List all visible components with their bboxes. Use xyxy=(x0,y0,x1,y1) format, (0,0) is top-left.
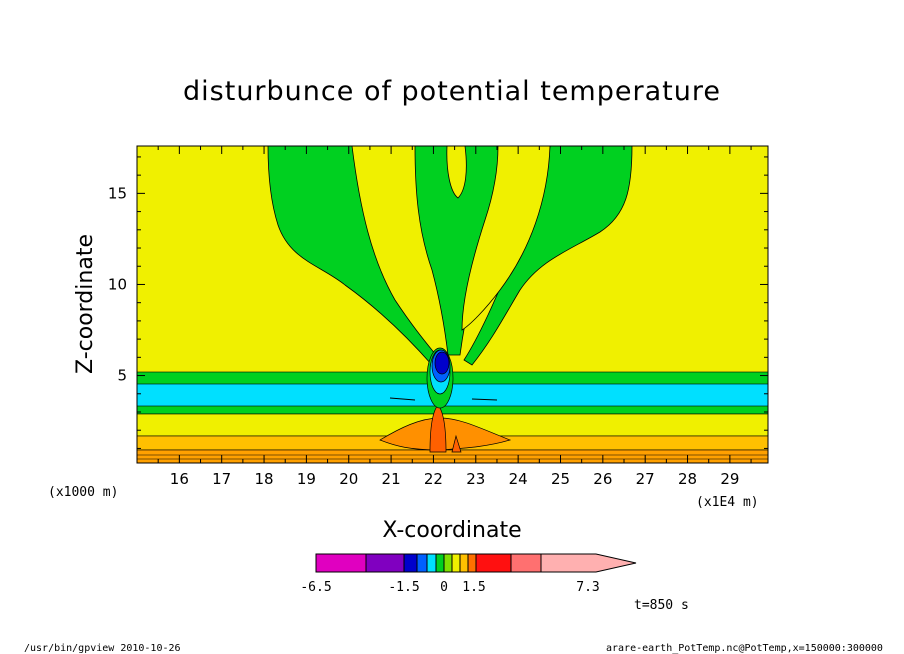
y-axis-unit: (x1000 m) xyxy=(48,485,118,500)
contour-field xyxy=(137,146,768,463)
colorbar-segment xyxy=(365,553,405,573)
y-tick-label: 10 xyxy=(108,275,127,293)
x-tick-label: 22 xyxy=(424,470,443,488)
contour-wisp-right xyxy=(471,398,498,401)
contour-core-blue xyxy=(434,351,450,375)
colorbar-segment xyxy=(510,553,542,573)
contour-disturbance-side xyxy=(451,434,462,453)
x-tick-label: 29 xyxy=(720,470,739,488)
time-label: t=850 s xyxy=(634,598,689,613)
colorbar-segment xyxy=(451,553,461,573)
contour-hole-center xyxy=(446,146,467,199)
colorbar xyxy=(315,553,637,573)
y-tick-label: 5 xyxy=(117,367,127,385)
x-tick-label: 24 xyxy=(509,470,528,488)
colorbar-ticks: -6.5 -1.5 0 1.5 7.3 xyxy=(300,580,599,595)
x-axis-title: X-coordinate xyxy=(382,518,521,543)
x-tick-label: 20 xyxy=(339,470,358,488)
colorbar-segment xyxy=(426,553,437,573)
x-tick-label: 19 xyxy=(297,470,316,488)
colorbar-segment xyxy=(459,553,469,573)
colorbar-segment xyxy=(416,553,428,573)
contour-hole-right xyxy=(461,146,551,331)
y-tick-label: 15 xyxy=(108,184,127,202)
x-tick-label: 28 xyxy=(678,470,697,488)
colorbar-tick-label: 0 xyxy=(440,580,448,595)
colorbar-tick-label: 7.3 xyxy=(576,580,599,595)
x-axis-unit: (x1E4 m) xyxy=(696,495,759,510)
colorbar-segment xyxy=(467,553,477,573)
chart-title: disturbunce of potential temperature xyxy=(183,76,721,107)
footer-source: arare-earth_PotTemp.nc@PotTemp,x=150000:… xyxy=(606,643,883,654)
colorbar-arrow xyxy=(540,553,637,573)
colorbar-tick-label: 1.5 xyxy=(462,580,485,595)
contour-plume-left xyxy=(267,146,441,366)
colorbar-segment xyxy=(443,553,453,573)
x-tick-label: 17 xyxy=(212,470,231,488)
colorbar-tick-label: -1.5 xyxy=(388,580,419,595)
x-tick-label: 27 xyxy=(636,470,655,488)
x-tick-label: 23 xyxy=(466,470,485,488)
contour-wisp-left xyxy=(389,397,416,401)
x-tick-label: 16 xyxy=(170,470,189,488)
x-tick-label: 21 xyxy=(382,470,401,488)
y-axis-ticks: 5 10 15 xyxy=(108,156,768,449)
colorbar-segment xyxy=(403,553,418,573)
x-tick-label: 25 xyxy=(551,470,570,488)
colorbar-tick-label: -6.5 xyxy=(300,580,331,595)
colorbar-segment xyxy=(475,553,512,573)
colorbar-segment xyxy=(435,553,445,573)
x-axis-ticks: 16 17 18 19 20 21 22 23 24 25 26 27 28 29 xyxy=(157,146,752,488)
plot-frame xyxy=(136,145,769,464)
x-tick-label: 18 xyxy=(255,470,274,488)
colorbar-segment xyxy=(315,553,367,573)
y-axis-title: Z-coordinate xyxy=(73,234,98,374)
footer-program: /usr/bin/gpview 2010-10-26 xyxy=(24,643,181,654)
x-tick-label: 26 xyxy=(593,470,612,488)
